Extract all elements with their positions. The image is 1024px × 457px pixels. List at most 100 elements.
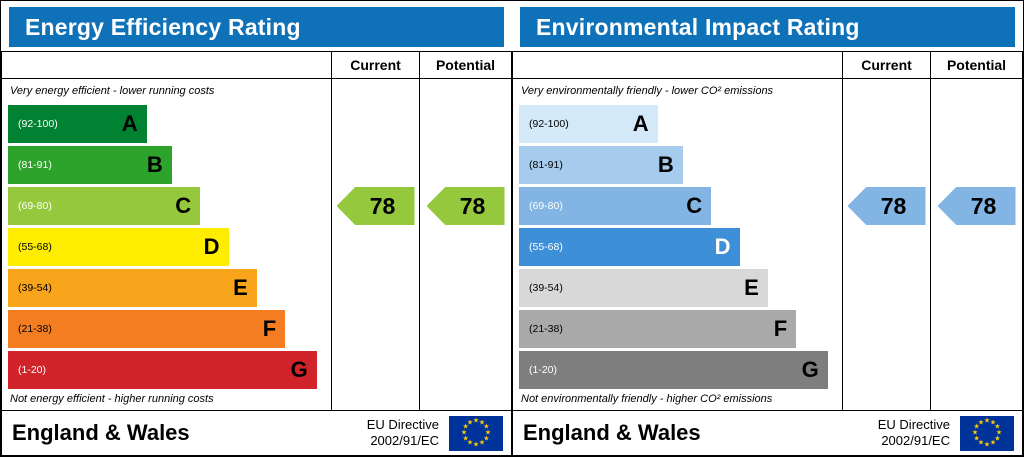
band-a: (92-100) A [519, 105, 834, 143]
eu-flag: ★ ★ ★ ★ ★ ★ ★ ★ ★ ★ ★ ★ [449, 415, 503, 451]
environment-top-note: Very environmentally friendly - lower CO… [521, 85, 774, 97]
environment-potential-column-header: Potential [930, 52, 1022, 79]
energy-potential-column-header: Potential [419, 52, 511, 79]
band-letter: G [290, 357, 308, 382]
band-b: (81-91) B [8, 146, 323, 184]
environment-current-value-arrow: 78 [847, 187, 926, 225]
eu-flag-star: ★ [973, 423, 980, 431]
band-c: (69-80) C [8, 187, 323, 225]
eu-flag-star: ★ [466, 419, 474, 427]
eu-directive-line1: EU Directive [877, 417, 950, 433]
environment-potential-value-arrow: 78 [937, 187, 1016, 225]
energy-potential-value-cell: 78 [419, 79, 511, 410]
eu-flag-star: ★ [994, 423, 1001, 431]
energy-bottom-note: Not energy efficient - higher running co… [10, 393, 214, 405]
band-range-label: (39-54) [18, 282, 52, 294]
band-g: (1-20) G [8, 351, 323, 389]
energy-current-column-header: Current [331, 52, 419, 79]
band-range-label: (21-38) [529, 323, 563, 335]
eu-flag-star: ★ [462, 423, 469, 431]
band-letter: B [657, 152, 674, 177]
energy-current-value-cell: 78 [331, 79, 419, 410]
eu-flag-star: ★ [989, 439, 997, 447]
band-range-label: (81-91) [18, 159, 52, 171]
energy-top-note: Very energy efficient - lower running co… [10, 85, 215, 97]
eu-flag-star: ★ [460, 429, 468, 437]
environment-header-zone: Environmental Impact Rating [512, 1, 1023, 51]
eu-flag-star: ★ [466, 439, 474, 447]
eu-flag-star: ★ [971, 429, 979, 437]
eu-flag-star: ★ [483, 423, 490, 431]
band-letter: D [714, 234, 731, 259]
region-label: England & Wales [12, 420, 190, 445]
energy-current-value-arrow: 78 [336, 187, 415, 225]
band-c: (69-80) C [519, 187, 834, 225]
band-letter: G [801, 357, 819, 382]
energy-chart-column-header [2, 52, 331, 79]
band-range-label: (1-20) [18, 364, 47, 376]
eu-directive-label: EU Directive 2002/91/EC [878, 417, 950, 448]
energy-bands: (92-100) A (81-91) B (69-80) C (55-68) D (39-54)… [8, 105, 323, 392]
band-letter: E [233, 275, 248, 300]
eu-flag-star: ★ [977, 439, 985, 447]
band-e: (39-54) E [519, 269, 834, 307]
environment-table: Current Potential Very environmentally f… [512, 51, 1023, 456]
band-range-label: (21-38) [18, 323, 52, 335]
energy-footer: England & Wales EU Directive 2002/91/EC … [2, 410, 511, 455]
band-range-label: (1-20) [529, 364, 558, 376]
eu-flag-star: ★ [983, 417, 991, 425]
environment-chart-column-header [513, 52, 842, 79]
band-g: (1-20) G [519, 351, 834, 389]
environment-current-column-header: Current [842, 52, 930, 79]
eu-flag: ★ ★ ★ ★ ★ ★ ★ ★ ★ ★ ★ ★ [960, 415, 1014, 451]
eu-directive-line2: 2002/91/EC [370, 433, 439, 448]
band-range-label: (92-100) [529, 118, 569, 130]
environment-panel: Environmental Impact Rating Current Pote… [512, 1, 1023, 456]
environment-footer: England & Wales EU Directive 2002/91/EC … [513, 410, 1022, 455]
environment-bottom-note: Not environmentally friendly - higher CO… [521, 393, 773, 405]
band-a: (92-100) A [8, 105, 323, 143]
band-d: (55-68) D [8, 228, 323, 266]
band-letter: C [686, 193, 703, 218]
eu-flag-star: ★ [484, 429, 492, 437]
band-letter: C [175, 193, 192, 218]
eu-flag-star: ★ [995, 429, 1003, 437]
energy-table: Current Potential Very energy efficient … [1, 51, 512, 456]
energy-panel-title: Energy Efficiency Rating [9, 7, 504, 47]
environment-current-value-cell: 78 [842, 79, 930, 410]
eu-flag-star: ★ [989, 419, 997, 427]
band-letter: B [146, 152, 163, 177]
environment-potential-value-cell: 78 [930, 79, 1022, 410]
band-d: (55-68) D [519, 228, 834, 266]
band-letter: E [744, 275, 759, 300]
band-f: (21-38) F [519, 310, 834, 348]
environment-bands: (92-100) A (81-91) B (69-80) C (55-68) D (39-54)… [519, 105, 834, 392]
region-label: England & Wales [523, 420, 701, 445]
energy-potential-value-arrow: 78 [426, 187, 505, 225]
band-letter: F [773, 316, 788, 341]
eu-flag-star: ★ [977, 419, 985, 427]
environment-band-chart: Very environmentally friendly - lower CO… [513, 79, 842, 410]
band-b: (81-91) B [519, 146, 834, 184]
band-letter: A [121, 111, 138, 136]
band-range-label: (55-68) [529, 241, 563, 253]
band-letter: F [262, 316, 277, 341]
eu-flag-star: ★ [472, 441, 480, 449]
eu-flag-star: ★ [472, 417, 480, 425]
eu-flag-star: ★ [994, 435, 1001, 443]
eu-flag-star: ★ [478, 439, 486, 447]
band-letter: A [632, 111, 649, 136]
energy-band-chart: Very energy efficient - lower running co… [2, 79, 331, 410]
band-range-label: (39-54) [529, 282, 563, 294]
energy-panel: Energy Efficiency Rating Current Potenti… [1, 1, 512, 456]
band-letter: D [203, 234, 220, 259]
band-range-label: (55-68) [18, 241, 52, 253]
band-range-label: (69-80) [18, 200, 52, 212]
eu-flag-star: ★ [478, 419, 486, 427]
eu-flag-star: ★ [973, 435, 980, 443]
band-f: (21-38) F [8, 310, 323, 348]
band-range-label: (92-100) [18, 118, 58, 130]
energy-header-zone: Energy Efficiency Rating [1, 1, 512, 51]
eu-directive-line2: 2002/91/EC [881, 433, 950, 448]
